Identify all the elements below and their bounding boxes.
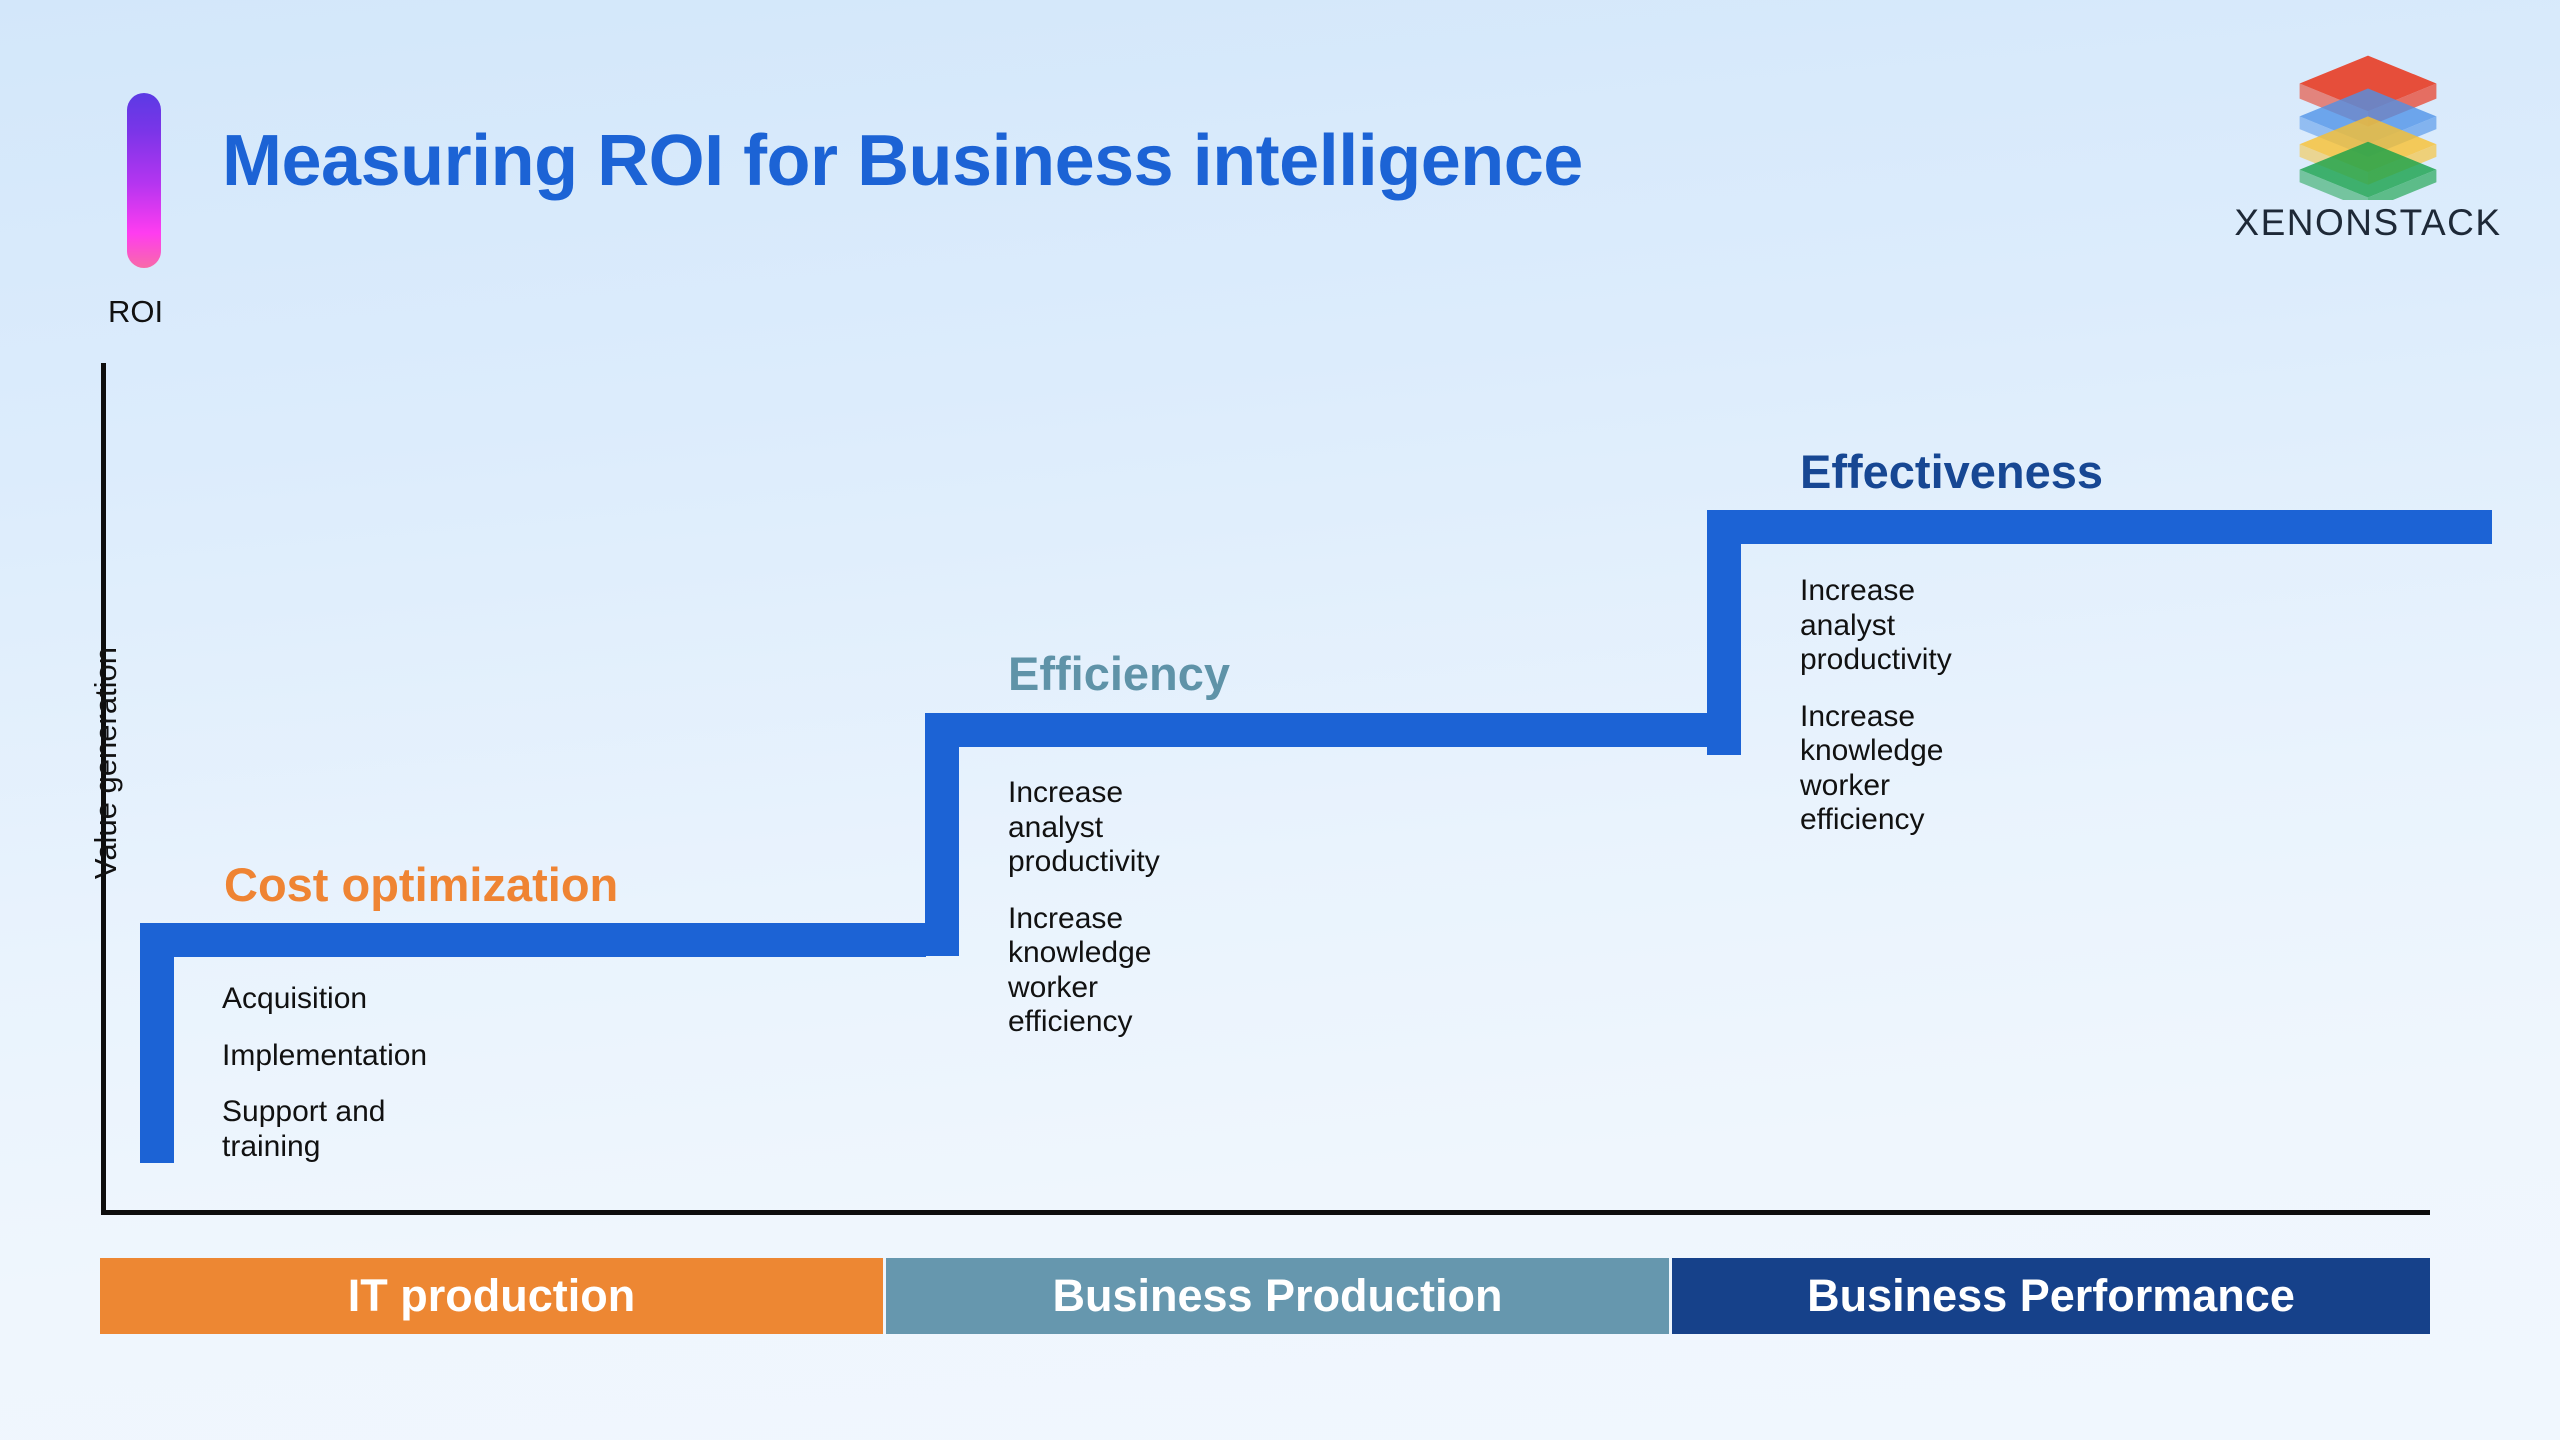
brand-wordmark: XENONSTACK [2234, 202, 2502, 243]
step-3-heading: Effectiveness [1800, 445, 2104, 498]
step-2-item-list: Increase analyst productivity Increase k… [1008, 776, 1160, 1040]
step-2-riser [925, 713, 959, 956]
step-3-tread [1707, 510, 2492, 544]
value-generation-axis-label: Value generation [88, 646, 123, 880]
list-item: Implementation [222, 1038, 428, 1072]
step-1-tread [140, 923, 926, 957]
category-business-production: Business Production [886, 1258, 1672, 1334]
step-1-item-list: Acquisition Implementation Support and t… [222, 982, 427, 1164]
page-title: Measuring ROI for Business intelligence [222, 121, 1583, 201]
list-item: Increase knowledge worker efficiency [1008, 901, 1152, 1039]
list-item: Support and training [222, 1095, 386, 1163]
step-2-heading: Efficiency [1008, 647, 1231, 700]
x-axis-line [101, 1210, 2430, 1215]
list-item: Acquisition [222, 982, 368, 1015]
step-1-riser [140, 923, 174, 1163]
roi-axis-label: ROI [108, 294, 164, 329]
accent-gradient-bar [127, 93, 161, 268]
list-item: Increase knowledge worker efficiency [1800, 699, 1944, 837]
step-1-heading: Cost optimization [224, 858, 619, 911]
step-3-riser [1707, 510, 1741, 755]
step-3-item-list: Increase analyst productivity Increase k… [1800, 574, 1952, 838]
stacked-layers-icon [2299, 55, 2437, 200]
category-it-production: IT production [100, 1258, 886, 1334]
list-item: Increase analyst productivity [1800, 574, 1952, 676]
step-2-tread [925, 713, 1707, 747]
list-item: Increase analyst productivity [1008, 776, 1160, 878]
y-axis-line [101, 363, 106, 1215]
category-bar: IT production Business Production Busine… [100, 1258, 2430, 1334]
category-business-performance: Business Performance [1672, 1258, 2430, 1334]
brand-logo: XENONSTACK [2218, 48, 2518, 244]
